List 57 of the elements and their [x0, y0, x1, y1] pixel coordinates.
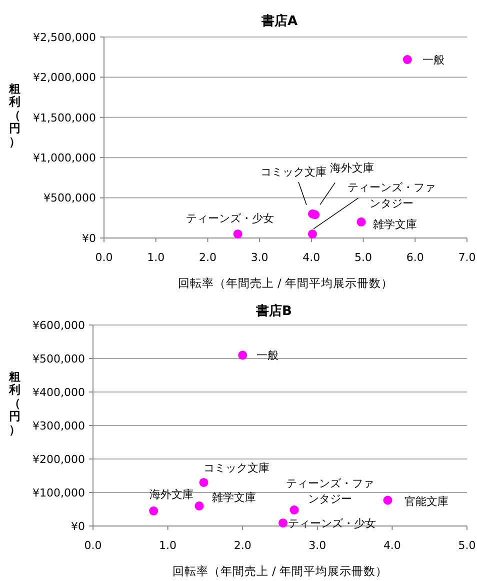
y-tick-label: ¥600,000: [32, 318, 85, 332]
series-label: 雑学文庫: [212, 490, 256, 504]
point: [238, 350, 248, 360]
point: [308, 229, 317, 238]
y-tick-label: ¥2,000,000: [33, 71, 96, 84]
text: コミック文庫: [260, 166, 326, 179]
x-axis-title: 回転率（年間売上 / 年間平均展示冊数）: [172, 564, 388, 578]
x-tick-label: 1.0: [159, 539, 177, 552]
series-label: ティーンズ・少女: [288, 516, 376, 530]
y-axis-title: 粗利（円）: [8, 370, 21, 436]
y-tick-label: ¥100,000: [32, 486, 85, 500]
x-axis-title: 回転率（年間売上 / 年間平均展示冊数）: [178, 276, 394, 290]
x-tick-label: 7.0: [458, 251, 476, 264]
series-label: コミック文庫: [204, 461, 270, 474]
x-tick-label: 3.0: [250, 251, 268, 264]
point: [356, 217, 366, 226]
series-label: 一般: [422, 53, 444, 66]
y-tick-label: ¥1,000,000: [33, 151, 96, 164]
text: 海外文庫: [330, 162, 374, 175]
y-tick-label: ¥1,500,000: [33, 111, 96, 124]
point: [278, 518, 288, 528]
y-tick-label: ¥200,000: [32, 452, 85, 466]
series-label: 雑学文庫: [373, 218, 418, 231]
point: [199, 478, 208, 487]
y-tick-label: ¥0: [82, 232, 96, 245]
y-tick-label: ¥500,000: [44, 192, 96, 205]
y-tick-label: ¥500,000: [32, 352, 85, 366]
point: [290, 505, 299, 514]
x-tick-label: 5.0: [458, 539, 476, 552]
y-tick-label: ¥400,000: [32, 386, 85, 399]
x-tick-label: 4.0: [302, 251, 320, 264]
x-tick-label: 0.0: [84, 539, 102, 552]
x-tick-label: 6.0: [406, 251, 424, 264]
x-tick-label: 0.0: [95, 251, 113, 264]
point: [233, 229, 242, 238]
x-tick-label: 3.0: [308, 539, 326, 552]
series-label: 一般: [256, 349, 279, 362]
x-tick-label: 2.0: [234, 539, 252, 552]
x-tick-label: 4.0: [383, 539, 401, 552]
point: [383, 496, 392, 505]
series-label: ティーンズ・ファンタジー: [286, 476, 374, 506]
series-label: ティーンズ・少女: [186, 212, 274, 225]
point: [194, 501, 204, 510]
x-tick-label: 5.0: [354, 251, 372, 264]
series-label: 官能文庫: [404, 495, 449, 508]
y-tick-label: ¥0: [71, 520, 85, 533]
chart-title: 書店B: [255, 303, 292, 319]
y-tick-label: ¥2,500,000: [33, 30, 96, 44]
y-axis-title: 粗利（円）: [8, 82, 21, 148]
x-tick-label: 1.0: [147, 251, 165, 264]
chart-title: 書店A: [260, 13, 298, 29]
series-label: 海外文庫: [150, 488, 194, 501]
text: ティーンズ・ファンタジー: [347, 180, 436, 210]
point: [402, 55, 412, 64]
y-tick-label: ¥300,000: [32, 419, 85, 432]
x-tick-label: 2.0: [198, 251, 216, 264]
point: [149, 506, 158, 516]
